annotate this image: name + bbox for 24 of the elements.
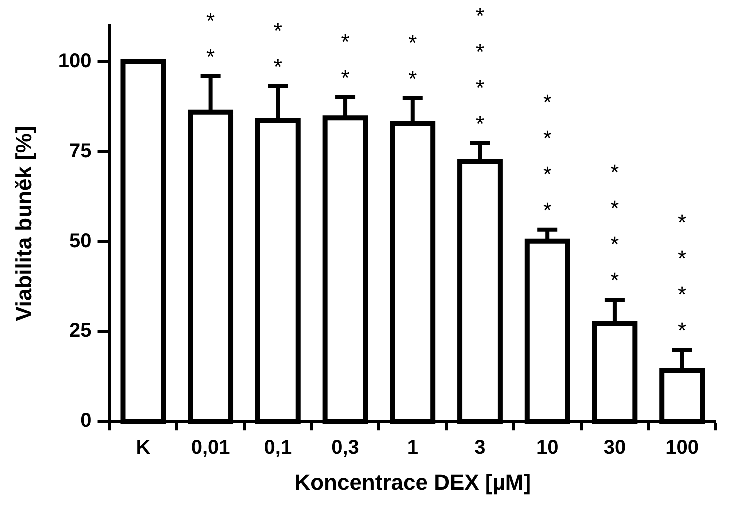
x-tick-label: 3 (474, 437, 486, 460)
y-axis-title: Viabilita buněk [%] (11, 126, 36, 322)
annotation: ** (341, 29, 350, 90)
y-tick-label: 50 (70, 230, 92, 252)
x-axis-title: Koncentrace DEX [µM] (294, 470, 532, 495)
x-tick-label: K (136, 437, 152, 460)
y-tick-label: 0 (80, 410, 92, 432)
annotation: ** ** (610, 160, 620, 294)
x-tick-label: 30 (604, 437, 626, 460)
y-tick-label: 100 (58, 50, 92, 72)
x-tick-label: 0,3 (332, 437, 360, 460)
x-tick-label: 0,1 (264, 437, 292, 460)
x-tick-label: 100 (666, 437, 700, 460)
annotation: **** (543, 90, 552, 223)
annotation: **** (476, 3, 485, 136)
x-tick-label: 10 (536, 437, 559, 460)
x-tick-label: 0,01 (191, 437, 230, 460)
y-tick-label: 25 (70, 320, 92, 342)
annotation: ** ** (678, 210, 688, 344)
annotation: ** (408, 30, 418, 92)
annotation: ** (206, 8, 216, 70)
x-tick-label: 1 (407, 437, 418, 460)
y-tick-label: 75 (70, 140, 92, 162)
annotation: ** (274, 18, 283, 80)
